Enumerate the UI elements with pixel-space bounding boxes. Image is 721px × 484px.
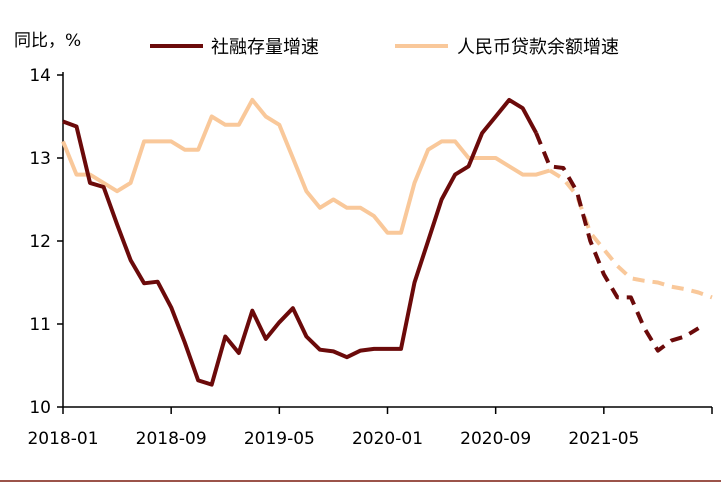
x-tick-label: 2018-01 bbox=[27, 429, 98, 449]
series-line-actual-0 bbox=[62, 97, 538, 387]
y-tick-label: 10 bbox=[29, 398, 51, 418]
legend-label-shrong: 社融存量增速 bbox=[211, 37, 319, 58]
series-line-actual-1 bbox=[61, 97, 551, 235]
y-tick-label: 12 bbox=[29, 232, 51, 252]
series-line-forecast-1 bbox=[548, 168, 713, 300]
y-unit-label: 同比，% bbox=[14, 31, 81, 51]
legend-label-loans: 人民币贷款余额增速 bbox=[457, 37, 619, 58]
x-tick-label: 2018-09 bbox=[136, 429, 207, 449]
legend: 社融存量增速 人民币贷款余额增速 bbox=[150, 37, 619, 58]
x-tick-label: 2020-09 bbox=[460, 429, 531, 449]
y-ticks: 10 11 12 13 14 bbox=[29, 66, 63, 418]
series-layer bbox=[61, 97, 713, 387]
y-tick-label: 13 bbox=[29, 149, 51, 169]
y-tick-label: 14 bbox=[29, 66, 51, 86]
x-tick-label: 2020-01 bbox=[352, 429, 423, 449]
y-tick-label: 11 bbox=[29, 315, 51, 335]
x-ticks: 2018-01 2018-09 2019-05 2020-01 2020-09 2021-… bbox=[27, 407, 713, 449]
series-line-forecast-0 bbox=[534, 132, 700, 353]
x-tick-label: 2019-05 bbox=[244, 429, 315, 449]
x-tick-label: 2021-05 bbox=[568, 429, 639, 449]
